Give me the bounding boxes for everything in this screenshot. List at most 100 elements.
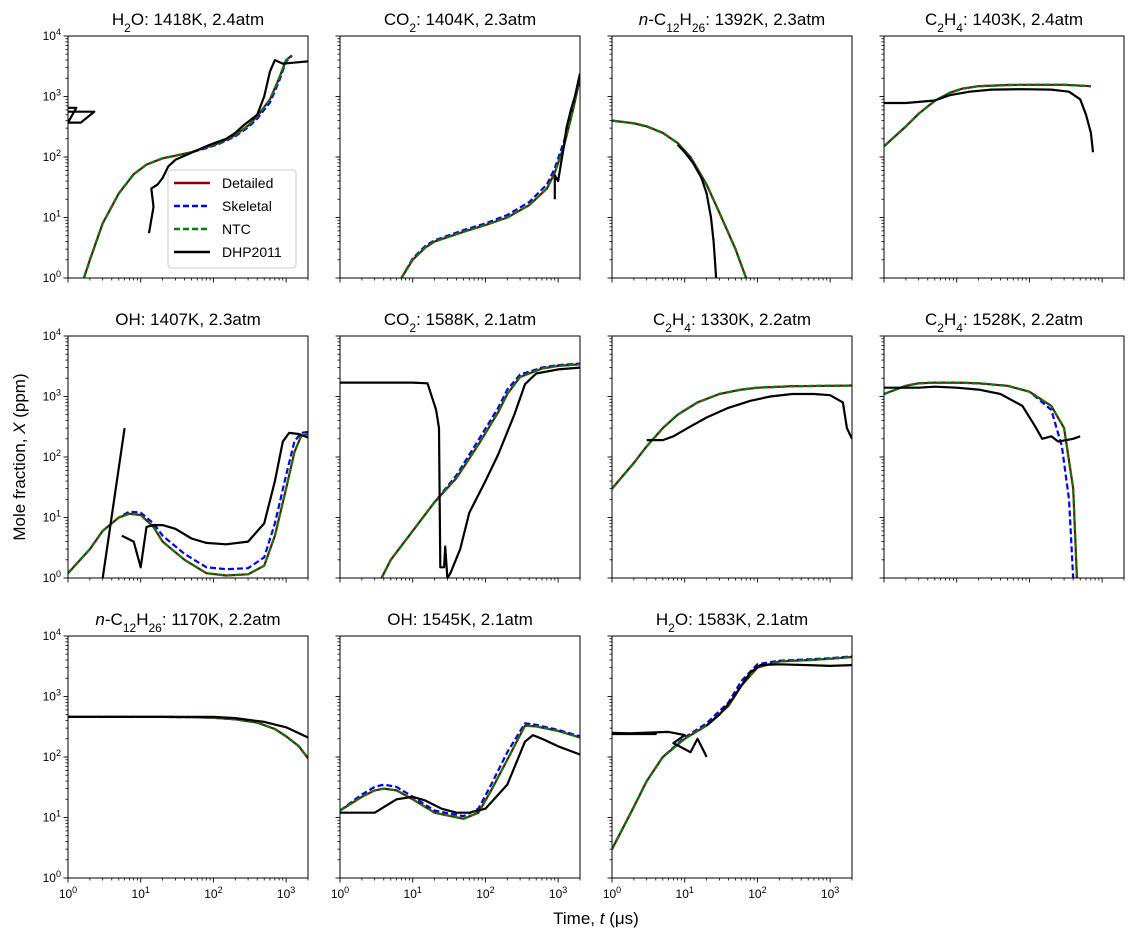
tick-exponent: 0: [56, 269, 61, 279]
plot-area: [884, 83, 1095, 153]
tick-exponent: 2: [762, 885, 767, 895]
tick-exponent: 0: [344, 885, 349, 895]
tick-base: 10: [603, 887, 617, 901]
tick-exponent: 3: [290, 885, 295, 895]
tick-exponent: 4: [56, 27, 61, 37]
subplot-6: CO2: 1588K, 2.1atm: [335, 310, 581, 583]
axes-frame: [883, 335, 1125, 579]
tick-base: 10: [43, 150, 57, 164]
tick-exponent: 0: [616, 885, 621, 895]
dhp2011-series-line: [646, 392, 852, 442]
title-part: OH: 1545K, 2.1atm: [387, 610, 533, 629]
x-tick-label: 102: [204, 885, 222, 901]
dhp2011-series-line: [884, 385, 1081, 443]
detailed-series-line: [399, 78, 580, 278]
title-part: 26: [148, 621, 162, 635]
tick-base: 10: [204, 887, 218, 901]
plot-area: [68, 715, 308, 759]
subplot-title: CO2: 1404K, 2.3atm: [384, 10, 536, 35]
title-part: 12: [123, 621, 137, 635]
dhp2011-series-line: [553, 73, 580, 200]
subplot-2: CO2: 1404K, 2.3atm: [335, 10, 581, 283]
ntc-series-line: [82, 54, 293, 278]
tick-base: 10: [43, 750, 57, 764]
subplot-title: OH: 1407K, 2.3atm: [115, 310, 261, 329]
tick-exponent: 2: [490, 885, 495, 895]
y-axis-label-part: (ppm): [10, 373, 29, 422]
tick-exponent: 4: [56, 627, 61, 637]
ntc-series-line: [68, 432, 308, 577]
subplot-title: CO2: 1588K, 2.1atm: [384, 310, 536, 335]
tick-base: 10: [676, 887, 690, 901]
tick-base: 10: [59, 887, 73, 901]
ntc-series-line: [884, 83, 1091, 148]
skeletal-series-line: [612, 655, 852, 850]
axes-frame: [67, 335, 309, 579]
title-part: H: [944, 310, 956, 329]
title-part: n: [95, 610, 104, 629]
title-part: 26: [692, 21, 706, 35]
skeletal-series-line: [884, 381, 1075, 578]
x-tick-label: 100: [603, 885, 621, 901]
skeletal-series-line: [380, 362, 580, 578]
tick-base: 10: [43, 211, 57, 225]
subplot-title: OH: 1545K, 2.1atm: [387, 610, 533, 629]
x-tick-label: 101: [132, 885, 150, 901]
x-tick-label: 103: [277, 885, 295, 901]
title-part: 12: [666, 21, 680, 35]
legend-label: Skeletal: [222, 198, 272, 214]
y-axis-label: Mole fraction, X (ppm): [10, 373, 29, 540]
ntc-series-line: [612, 119, 748, 278]
y-tick-label: 101: [43, 509, 61, 525]
axes-frame: [339, 635, 581, 879]
title-part: : 1404K, 2.3atm: [416, 10, 536, 29]
axes-frame: [67, 35, 309, 279]
tick-base: 10: [43, 90, 57, 104]
x-tick-label: 100: [331, 885, 349, 901]
tick-exponent: 2: [218, 885, 223, 895]
title-part: 2: [665, 321, 672, 335]
y-tick-label: 103: [43, 688, 61, 704]
subplot-title: n-C12H26: 1392K, 2.3atm: [639, 10, 825, 35]
tick-exponent: 1: [689, 885, 694, 895]
x-tick-label: 103: [821, 885, 839, 901]
title-part: : 1392K, 2.3atm: [705, 10, 825, 29]
plot-area: [612, 655, 852, 850]
tick-exponent: 4: [56, 327, 61, 337]
title-part: 2: [937, 321, 944, 335]
tick-base: 10: [404, 887, 418, 901]
axes-frame: [611, 35, 853, 279]
tick-exponent: 3: [834, 885, 839, 895]
dhp2011-series-line: [101, 427, 126, 578]
y-tick-label: 103: [43, 88, 61, 104]
skeletal-series-line: [340, 722, 580, 818]
title-part: CO: [384, 10, 410, 29]
ntc-series-line: [399, 78, 580, 278]
plot-area: [884, 381, 1081, 578]
title-part: : 1170K, 2.2atm: [162, 610, 281, 629]
y-tick-label: 104: [43, 327, 61, 343]
title-part: : 1403K, 2.4atm: [963, 10, 1083, 29]
title-part: 4: [684, 321, 691, 335]
title-part: OH: 1407K, 2.3atm: [115, 310, 261, 329]
legend: Detailed Skeletal NTC DHP2011: [167, 169, 297, 269]
tick-exponent: 2: [56, 748, 61, 758]
tick-base: 10: [821, 887, 835, 901]
title-part: -C: [105, 610, 123, 629]
title-part: H: [656, 610, 668, 629]
subplot-3: n-C12H26: 1392K, 2.3atm: [607, 10, 853, 283]
plot-area: [68, 54, 308, 278]
dhp2011-series-line: [340, 734, 580, 814]
plot-area: [68, 427, 308, 578]
legend-label: NTC: [222, 221, 251, 237]
tick-exponent: 3: [56, 388, 61, 398]
y-tick-label: 101: [43, 809, 61, 825]
title-part: : 1528K, 2.2atm: [963, 310, 1083, 329]
axes-frame: [339, 335, 581, 579]
detailed-series-line: [612, 384, 852, 490]
title-part: : 1588K, 2.1atm: [416, 310, 536, 329]
